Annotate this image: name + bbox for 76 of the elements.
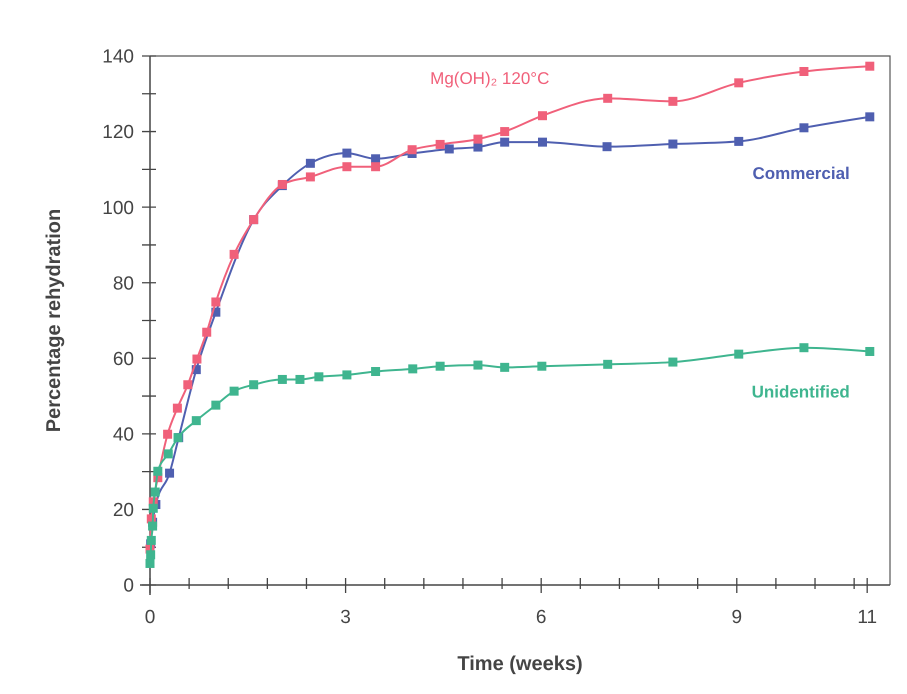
point	[295, 374, 304, 384]
point	[306, 172, 315, 182]
point	[148, 504, 158, 513]
point	[603, 94, 612, 103]
point	[602, 142, 612, 152]
point	[183, 380, 192, 390]
point	[799, 123, 808, 132]
point	[668, 358, 678, 367]
x-tick-label: 0	[144, 607, 156, 628]
point	[371, 367, 380, 376]
point	[164, 449, 173, 458]
point	[734, 350, 744, 359]
point	[211, 297, 220, 306]
x-tick-label: 9	[731, 607, 742, 628]
point	[865, 346, 874, 356]
point	[230, 250, 239, 259]
point	[314, 372, 324, 382]
y-tick-label: 0	[123, 576, 134, 597]
point	[537, 362, 546, 371]
point	[538, 111, 547, 120]
point	[603, 360, 612, 369]
point	[146, 550, 156, 560]
point	[408, 364, 418, 374]
point	[153, 466, 162, 476]
point	[734, 78, 744, 88]
point	[734, 136, 744, 146]
point	[500, 127, 510, 136]
point	[436, 362, 445, 371]
point	[500, 138, 510, 147]
x-tick-label: 3	[340, 607, 351, 628]
y-tick-label: 60	[112, 348, 134, 370]
point	[865, 112, 874, 122]
point	[146, 536, 156, 545]
point	[172, 404, 182, 413]
point	[473, 360, 482, 370]
point	[668, 140, 678, 149]
point	[165, 468, 174, 478]
y-tick-label: 100	[102, 198, 134, 219]
y-tick-label: 140	[102, 46, 134, 68]
point	[799, 343, 808, 352]
point	[436, 140, 445, 149]
point	[342, 162, 352, 172]
x-tick-label: 6	[536, 607, 546, 628]
point	[799, 66, 808, 76]
series-label: Unidentified	[752, 382, 850, 402]
point	[408, 145, 417, 154]
y-tick-label: 80	[112, 273, 134, 294]
point	[192, 416, 201, 426]
point	[342, 370, 352, 380]
point	[148, 522, 158, 531]
x-tick-label: 11	[857, 607, 878, 628]
point	[163, 430, 172, 439]
point	[865, 62, 874, 71]
point	[230, 386, 239, 396]
series-label: Commercial	[752, 164, 850, 183]
point	[342, 148, 352, 158]
point	[444, 144, 454, 154]
y-tick-label: 40	[112, 424, 134, 446]
point	[150, 488, 160, 497]
point	[249, 380, 258, 390]
point	[538, 138, 547, 147]
point	[371, 162, 380, 172]
point	[192, 354, 202, 364]
point	[146, 558, 154, 568]
point	[500, 362, 510, 372]
y-axis-title: Percentage rehydration	[43, 208, 65, 432]
point	[306, 158, 315, 168]
point	[202, 328, 212, 337]
point	[211, 400, 220, 410]
y-tick-label: 20	[112, 500, 134, 522]
x-axis-title: Time (weeks)	[457, 653, 583, 675]
series-label: Mg(OH)₂ 120°C	[430, 69, 550, 88]
point	[278, 374, 287, 384]
point	[668, 96, 678, 106]
y-tick-label: 120	[102, 122, 134, 144]
point	[473, 134, 482, 144]
